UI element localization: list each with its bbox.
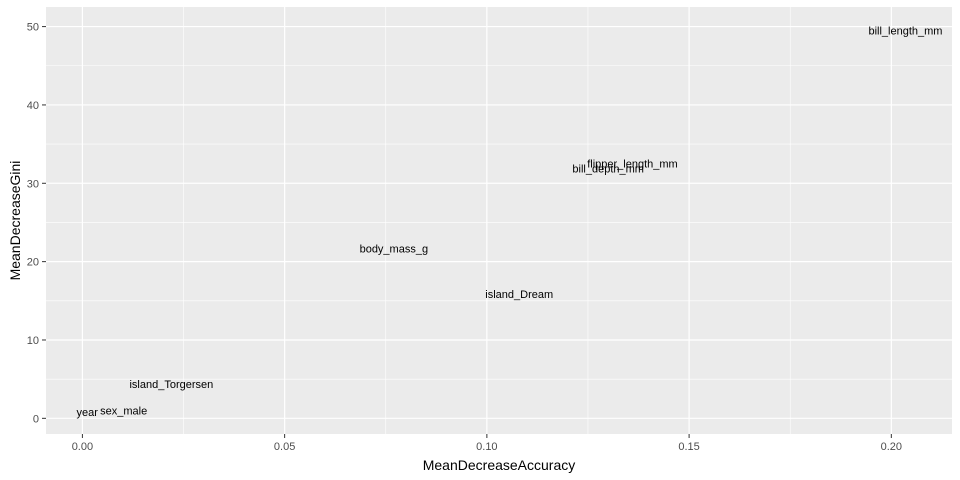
plot-panel [46,7,952,434]
y-tick-label: 40 [27,100,39,112]
x-tick-label: 0.00 [72,441,93,453]
x-axis-ticks: 0.00 0.05 0.10 0.15 0.20 [72,434,902,453]
point-label-sex-male: sex_male [100,405,147,417]
point-label-island-Dream: island_Dream [485,289,553,301]
point-label-island-Torgersen: island_Torgersen [129,379,213,391]
y-tick-label: 0 [33,413,39,425]
point-label-body-mass-g: body_mass_g [360,243,429,255]
x-tick-label: 0.20 [881,441,902,453]
y-tick-label: 30 [27,178,39,190]
y-axis-ticks: 0 10 20 30 40 50 [27,22,46,425]
x-tick-label: 0.10 [476,441,497,453]
point-label-bill-length-mm: bill_length_mm [868,26,942,38]
y-tick-label: 50 [27,22,39,34]
x-tick-label: 0.15 [678,441,699,453]
major-gridlines [46,7,952,434]
minor-gridlines [46,7,952,434]
x-axis-title: MeanDecreaseAccuracy [423,457,576,473]
point-label-bill-depth-mm: bill_depth_mm [572,163,644,175]
y-tick-label: 10 [27,335,39,347]
y-tick-label: 20 [27,257,39,269]
y-axis-title: MeanDecreaseGini [7,161,23,281]
point-label-flipper-length-mm: flipper_length_mm [587,159,678,171]
x-tick-label: 0.05 [274,441,295,453]
point-label-year: year [77,407,99,419]
point-labels: bill_length_mm flipper_length_mmbill_dept… [77,26,943,420]
